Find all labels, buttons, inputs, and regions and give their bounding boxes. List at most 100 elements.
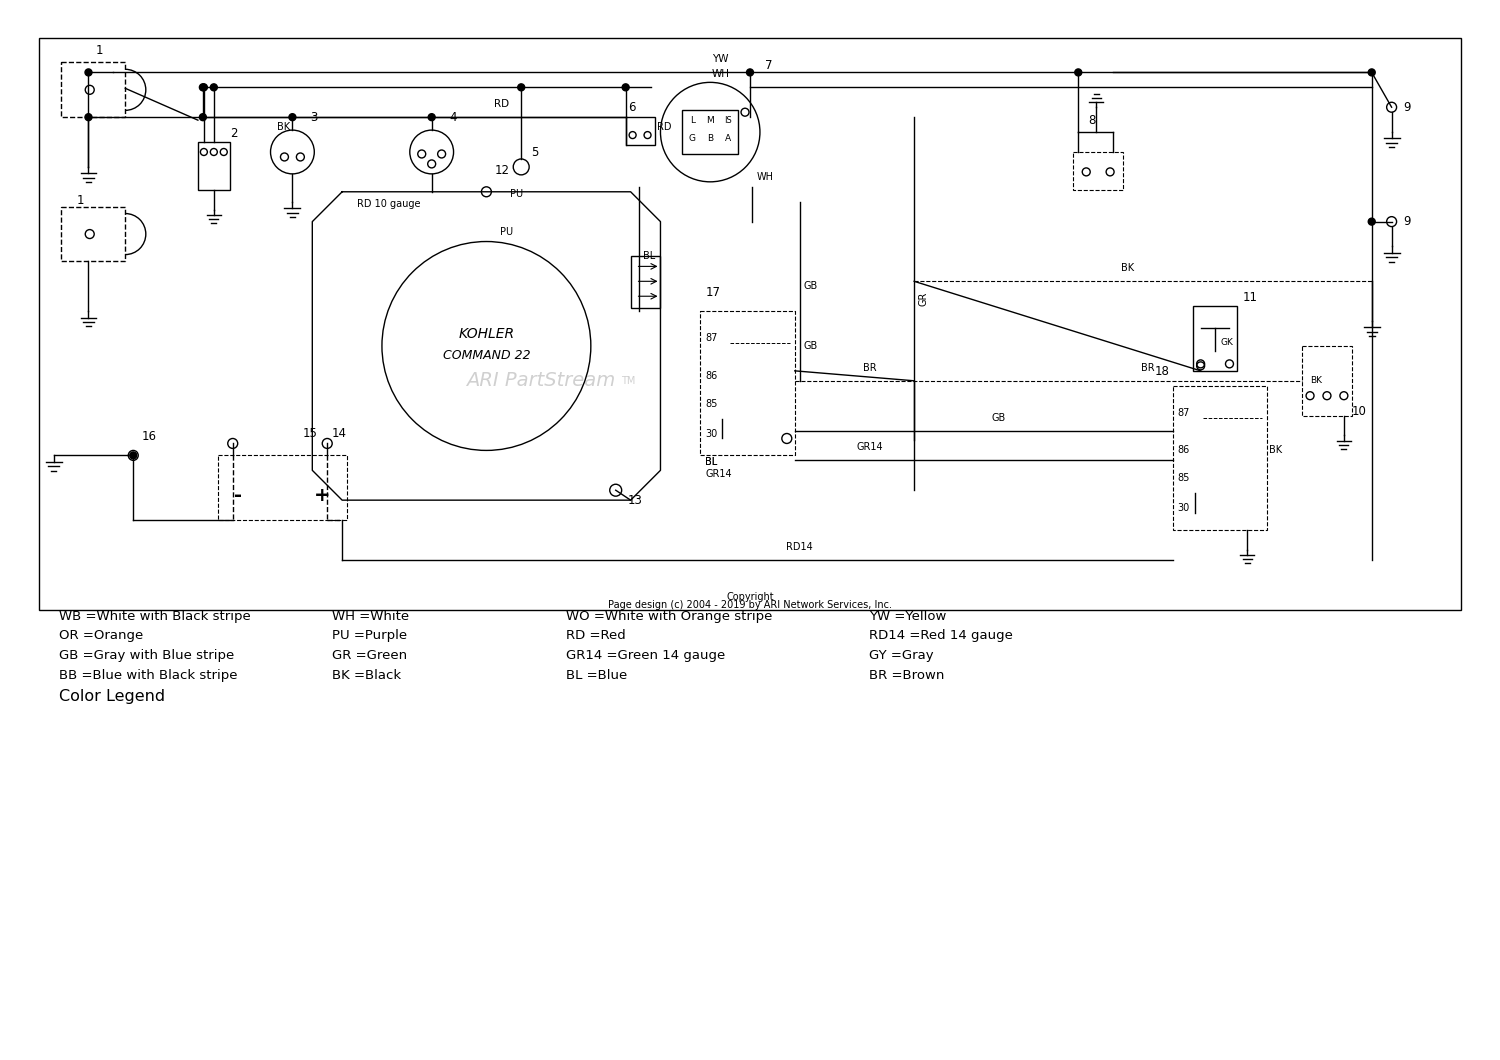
Text: Page design (c) 2004 - 2019 by ARI Network Services, Inc.: Page design (c) 2004 - 2019 by ARI Netwo… <box>608 600 892 609</box>
Text: WH =White: WH =White <box>332 610 410 622</box>
Text: BK: BK <box>1122 263 1134 273</box>
Bar <box>217 456 346 520</box>
Text: 8: 8 <box>1088 114 1095 127</box>
Text: RD 10 gauge: RD 10 gauge <box>357 198 420 209</box>
Bar <box>1302 346 1352 416</box>
Text: RD14 =Red 14 gauge: RD14 =Red 14 gauge <box>870 630 1012 642</box>
Text: 87: 87 <box>705 333 717 343</box>
Text: Copyright: Copyright <box>726 591 774 602</box>
Text: Color Legend: Color Legend <box>58 689 165 704</box>
Bar <box>1192 306 1237 371</box>
Text: PU: PU <box>500 227 513 236</box>
Text: GR =Green: GR =Green <box>332 650 408 662</box>
Text: RD: RD <box>494 100 508 109</box>
Text: BB =Blue with Black stripe: BB =Blue with Black stripe <box>58 669 237 683</box>
Text: 87: 87 <box>1178 408 1190 418</box>
Bar <box>682 110 738 154</box>
Text: IS: IS <box>724 117 732 125</box>
Text: YW =Yellow: YW =Yellow <box>870 610 946 622</box>
Bar <box>60 207 126 262</box>
Text: 86: 86 <box>705 371 717 381</box>
Text: RD14: RD14 <box>786 542 813 552</box>
Text: BR =Brown: BR =Brown <box>870 669 945 683</box>
Text: B: B <box>706 134 714 143</box>
Circle shape <box>210 84 218 91</box>
Text: 14: 14 <box>332 427 346 441</box>
Text: GK: GK <box>1221 338 1233 347</box>
Circle shape <box>518 84 525 91</box>
Text: GB: GB <box>804 341 818 351</box>
Bar <box>1074 152 1124 190</box>
Text: GR: GR <box>918 292 928 305</box>
Text: TM: TM <box>621 376 634 386</box>
Text: G: G <box>688 134 696 143</box>
Text: BK: BK <box>1310 376 1322 385</box>
Text: BL: BL <box>705 457 717 467</box>
Text: BR: BR <box>862 363 876 373</box>
Text: 11: 11 <box>1242 292 1257 304</box>
Text: 10: 10 <box>1352 405 1366 418</box>
Text: BK: BK <box>1269 445 1282 456</box>
Circle shape <box>130 452 136 459</box>
Text: GR14 =Green 14 gauge: GR14 =Green 14 gauge <box>566 650 724 662</box>
Text: 18: 18 <box>1155 365 1170 377</box>
Text: 4: 4 <box>450 111 458 124</box>
Circle shape <box>1368 218 1376 225</box>
Text: BR: BR <box>1142 363 1155 373</box>
Text: 6: 6 <box>627 101 634 114</box>
Text: 5: 5 <box>531 146 538 159</box>
Bar <box>198 142 230 190</box>
Text: 15: 15 <box>303 427 318 441</box>
Text: WH: WH <box>711 69 729 80</box>
Text: YW: YW <box>712 54 729 65</box>
Text: 13: 13 <box>627 494 642 507</box>
Circle shape <box>622 84 628 91</box>
Text: BK =Black: BK =Black <box>332 669 402 683</box>
Text: BK: BK <box>278 122 291 132</box>
Circle shape <box>427 113 435 121</box>
Text: 9: 9 <box>1404 215 1411 228</box>
Bar <box>1173 386 1268 530</box>
Circle shape <box>86 113 92 121</box>
Circle shape <box>747 69 753 76</box>
Text: PU =Purple: PU =Purple <box>332 630 408 642</box>
Bar <box>626 118 656 145</box>
Text: 3: 3 <box>310 111 318 124</box>
Text: 7: 7 <box>765 59 772 72</box>
Text: GR14: GR14 <box>856 442 882 453</box>
Text: GR14: GR14 <box>705 470 732 479</box>
Text: BL: BL <box>705 457 717 467</box>
Bar <box>39 37 1461 609</box>
Bar <box>60 63 126 118</box>
Text: GY =Gray: GY =Gray <box>870 650 934 662</box>
Text: 86: 86 <box>1178 445 1190 456</box>
Bar <box>630 257 660 308</box>
Text: 9: 9 <box>1404 101 1411 113</box>
Text: 12: 12 <box>495 164 510 177</box>
Text: A: A <box>724 134 730 143</box>
Text: 16: 16 <box>141 430 156 443</box>
Circle shape <box>86 69 92 76</box>
Text: KOHLER: KOHLER <box>459 328 514 341</box>
Text: -: - <box>234 485 242 505</box>
Text: L: L <box>690 117 694 125</box>
Text: 85: 85 <box>705 399 717 409</box>
Circle shape <box>200 113 207 121</box>
Text: BL: BL <box>642 251 656 262</box>
Text: WH: WH <box>758 172 774 182</box>
Text: +: + <box>314 485 330 505</box>
Text: 30: 30 <box>705 428 717 439</box>
Text: OR =Orange: OR =Orange <box>58 630 142 642</box>
Text: BL =Blue: BL =Blue <box>566 669 627 683</box>
Text: GB: GB <box>992 412 1006 423</box>
Text: RD: RD <box>657 122 672 132</box>
Text: ARI PartStream: ARI PartStream <box>466 371 615 390</box>
Text: M: M <box>706 117 714 125</box>
Text: GB: GB <box>804 281 818 292</box>
Circle shape <box>1368 69 1376 76</box>
Bar <box>700 312 795 456</box>
Text: COMMAND 22: COMMAND 22 <box>442 350 530 363</box>
Text: WO =White with Orange stripe: WO =White with Orange stripe <box>566 610 772 622</box>
Text: PU: PU <box>510 189 524 199</box>
Circle shape <box>1076 69 1082 76</box>
